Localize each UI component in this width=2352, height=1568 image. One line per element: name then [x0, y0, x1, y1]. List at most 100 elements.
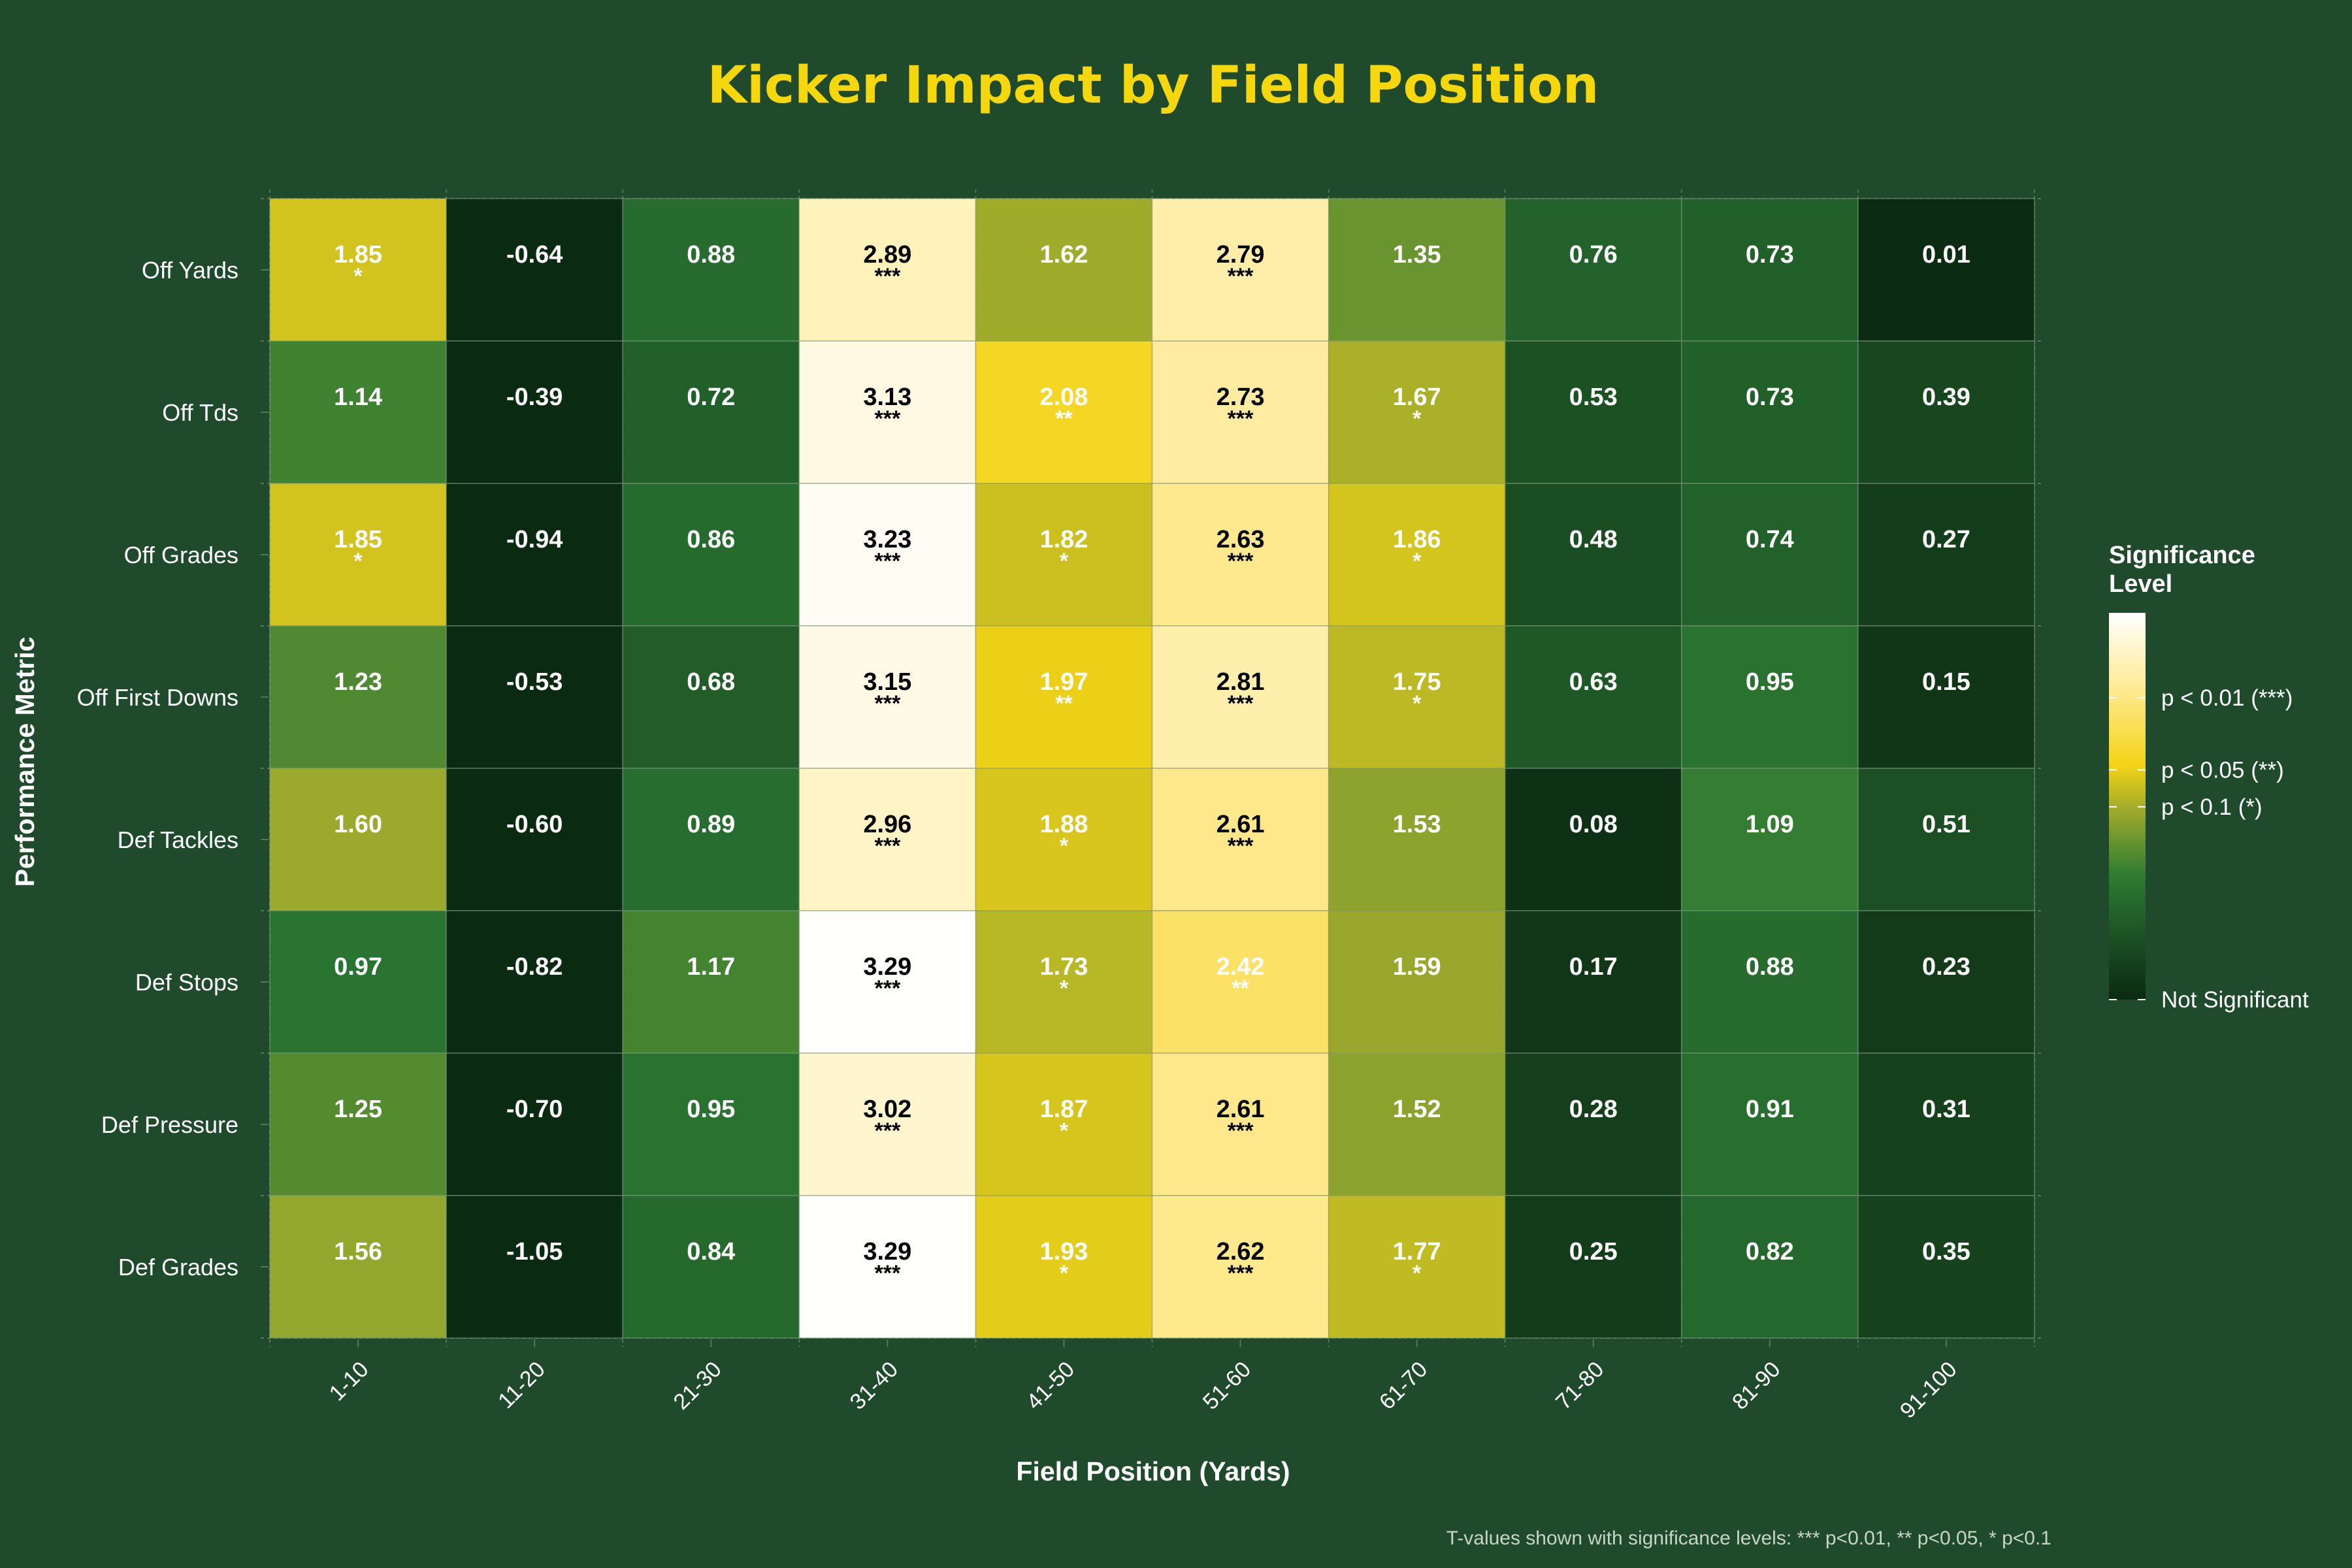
cell-value-label: 0.95: [687, 1096, 735, 1123]
heatmap-cell: [1857, 625, 2035, 769]
heatmap-cell: [269, 340, 447, 484]
cell-value-label: 2.62: [1217, 1238, 1265, 1266]
heatmap-cell: [1328, 1053, 1506, 1196]
heatmap-cell: [975, 625, 1153, 769]
cell-value-label: 0.28: [1569, 1096, 1618, 1123]
cell-value-label: -0.94: [506, 526, 563, 553]
cell-significance-label: *: [1413, 691, 1422, 716]
heatmap-cell: [798, 483, 977, 627]
cell-value-label: 0.35: [1922, 1238, 1970, 1266]
cell-value-label: 2.96: [863, 811, 911, 838]
x-tick-label: 11-20: [493, 1357, 550, 1414]
cell-value-label: 3.29: [863, 1238, 911, 1266]
cell-value-label: 0.15: [1922, 668, 1970, 696]
cell-value-label: 1.14: [334, 384, 382, 411]
cell-significance-label: *: [1060, 976, 1069, 1001]
heatmap-cell: [446, 1195, 623, 1339]
cell-significance-label: *: [1413, 1261, 1422, 1286]
heatmap-cell: [1504, 625, 1682, 769]
cell-value-label: 2.61: [1217, 811, 1265, 838]
heatmap-cell: [1681, 483, 1859, 627]
cell-value-label: 0.88: [687, 241, 735, 269]
legend-break-label: p < 0.1 (*): [2161, 794, 2262, 820]
heatmap-cell: [1151, 910, 1330, 1054]
heatmap-cell: [446, 483, 623, 627]
cell-value-label: 0.89: [687, 811, 735, 838]
cell-significance-label: *: [1060, 1261, 1069, 1286]
legend: Significance Level p < 0.01 (***) p < 0.05…: [2109, 542, 2309, 1013]
cell-significance-label: *: [1413, 549, 1422, 574]
x-tick-label: 81-90: [1727, 1357, 1785, 1414]
heatmap-cell: [1504, 340, 1682, 484]
heatmap-cell: [1151, 340, 1330, 484]
cell-significance-label: ***: [874, 691, 900, 716]
heatmap-cell: [1681, 1195, 1859, 1339]
chart-title: Kicker Impact by Field Position: [708, 56, 1599, 115]
y-axis: Off Yards Off Tds Off Grades Off First Down…: [77, 257, 269, 1281]
legend-title: Significance Level: [2109, 542, 2255, 598]
cell-value-label: 1.62: [1039, 241, 1088, 269]
heatmap-cell: [975, 768, 1153, 911]
cell-value-label: 0.31: [1922, 1096, 1970, 1123]
heatmap-cell: [1328, 625, 1506, 769]
heatmap-cell: [1504, 198, 1682, 342]
cell-value-label: 0.17: [1569, 953, 1618, 981]
cell-value-label: 1.88: [1039, 811, 1088, 838]
cell-value-label: 0.39: [1922, 384, 1970, 411]
legend-break-label: p < 0.05 (**): [2161, 757, 2284, 783]
cell-value-label: 0.48: [1569, 526, 1618, 553]
cell-value-label: 1.52: [1393, 1096, 1441, 1123]
cell-value-label: 2.08: [1039, 384, 1088, 411]
heatmap-cell: [622, 340, 800, 484]
cell-value-label: -0.39: [506, 384, 563, 411]
cell-value-label: 0.08: [1569, 811, 1618, 838]
x-axis: 1-10 11-20 21-30 31-40 41-50 51-60 61-70 71-80 8…: [325, 1339, 1962, 1424]
cell-value-label: 1.85: [334, 241, 382, 269]
heatmap-cell: [1504, 1195, 1682, 1339]
heatmap-cell: [1504, 1053, 1682, 1196]
cell-significance-label: *: [353, 549, 363, 574]
cell-value-label: 0.63: [1569, 668, 1618, 696]
cell-value-label: 0.88: [1746, 953, 1794, 981]
x-tick-label: 41-50: [1022, 1357, 1079, 1414]
cell-value-label: 1.67: [1393, 384, 1441, 411]
cell-significance-label: ***: [874, 549, 900, 574]
cell-value-label: 1.56: [334, 1238, 382, 1266]
cell-significance-label: *: [353, 264, 363, 289]
heatmap-cell: [975, 910, 1153, 1054]
cell-value-label: 1.93: [1039, 1238, 1088, 1266]
heatmap-cell: [1681, 198, 1859, 342]
cell-value-label: 3.23: [863, 526, 911, 553]
heatmap-cell: [1857, 483, 2035, 627]
heatmap-cell: [975, 198, 1153, 342]
cell-value-label: 0.91: [1746, 1096, 1794, 1123]
cell-significance-label: ***: [874, 976, 900, 1001]
y-tick-label: Def Grades: [118, 1254, 238, 1281]
cell-value-label: 2.79: [1217, 241, 1265, 269]
cell-significance-label: ***: [1228, 1261, 1254, 1286]
heatmap-cell: [1151, 1195, 1330, 1339]
cell-significance-label: *: [1413, 406, 1422, 431]
cell-significance-label: ***: [1228, 406, 1254, 431]
cell-value-label: 1.60: [334, 811, 382, 838]
cell-value-label: 0.25: [1569, 1238, 1618, 1266]
x-tick-label: 91-100: [1895, 1357, 1962, 1424]
cell-value-label: 1.53: [1393, 811, 1441, 838]
cell-value-label: 3.02: [863, 1096, 911, 1123]
heatmap-cell: [1328, 340, 1506, 484]
heatmap-cell: [1857, 340, 2035, 484]
cell-value-label: 2.73: [1217, 384, 1265, 411]
cell-value-label: 1.77: [1393, 1238, 1441, 1266]
y-axis-title: Performance Metric: [10, 637, 40, 887]
legend-break-label: p < 0.01 (***): [2161, 685, 2293, 711]
cell-value-label: -1.05: [506, 1238, 563, 1266]
cell-significance-label: ***: [1228, 691, 1254, 716]
heatmap-cell: [622, 1053, 800, 1196]
cell-value-label: 1.87: [1039, 1096, 1088, 1123]
chart-caption: T-values shown with significance levels:…: [1446, 1527, 2051, 1549]
x-tick-label: 21-30: [669, 1357, 727, 1414]
heatmap-cell: [1857, 1195, 2035, 1339]
cell-value-label: 1.17: [687, 953, 735, 981]
cell-value-label: 0.23: [1922, 953, 1970, 981]
